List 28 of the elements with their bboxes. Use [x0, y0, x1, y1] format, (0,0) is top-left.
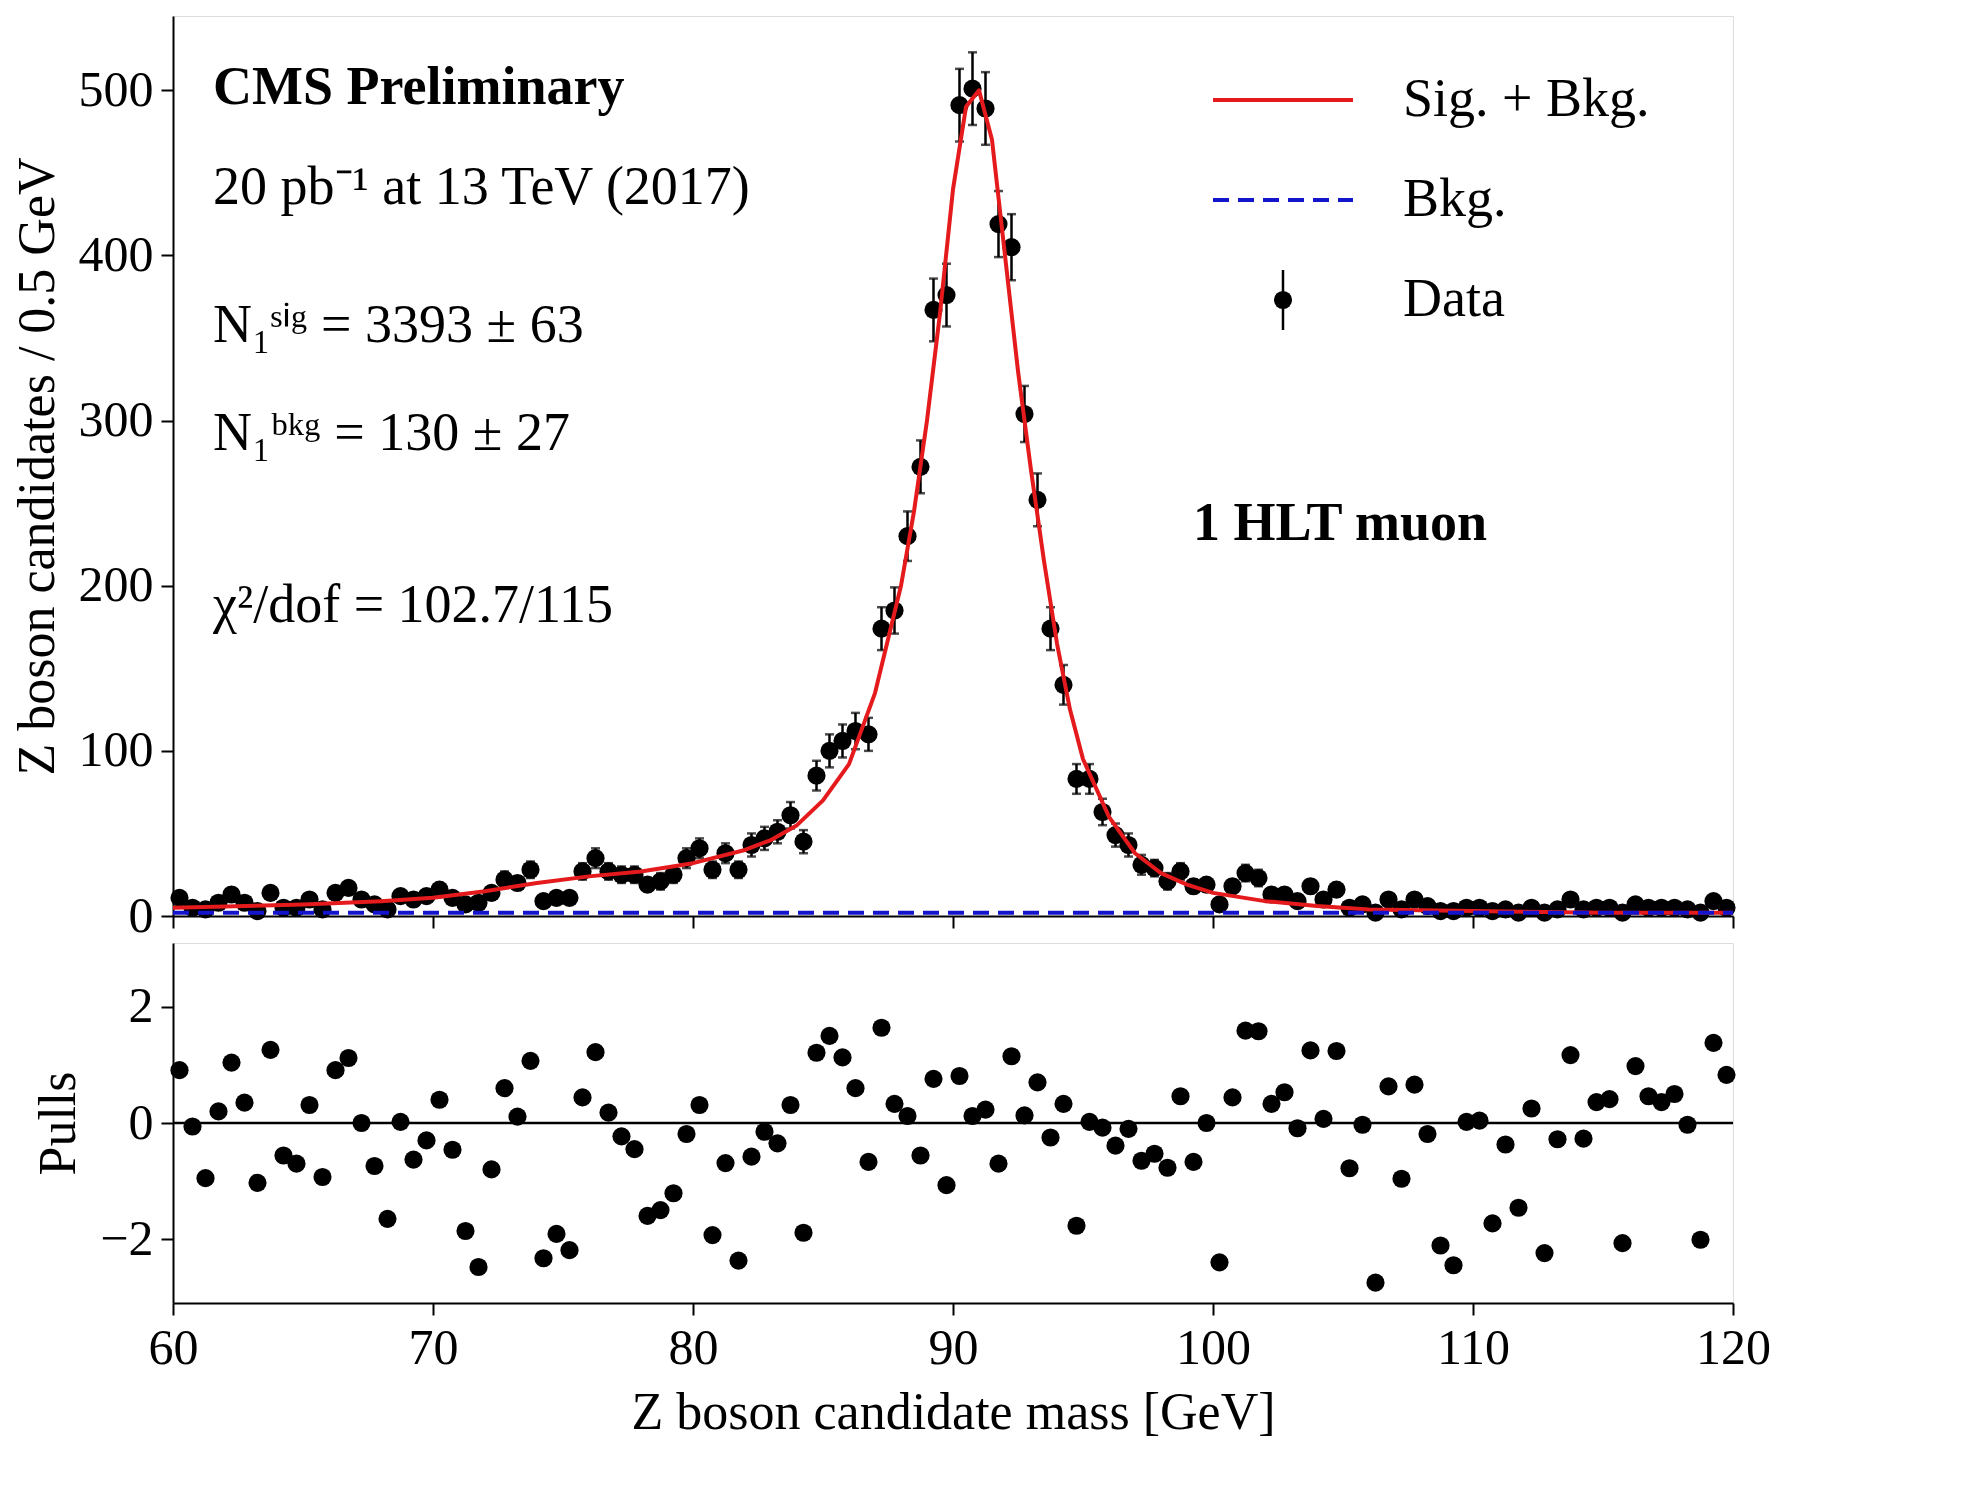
y-tick-label: 100 [78, 721, 154, 778]
annotation: 20 pb⁻¹ at 13 TeV (2017) [213, 156, 750, 216]
y-tick-label: 300 [78, 391, 154, 448]
x-tick-label: 60 [148, 1318, 199, 1375]
y-axis-title: Z boson candidates / 0.5 GeV [7, 157, 65, 776]
x-tick-label: 80 [668, 1318, 719, 1375]
x-tick-label: 120 [1696, 1318, 1771, 1375]
y-tick-label: 0 [128, 886, 154, 943]
y-tick-label: 0 [128, 1093, 154, 1150]
x-axis-title: Z boson candidate mass [GeV] [631, 1382, 1276, 1440]
y-tick-label: 2 [128, 977, 154, 1034]
x-tick-label: 100 [1176, 1318, 1251, 1375]
legend-label: Bkg. [1403, 168, 1507, 228]
x-tick-label: 90 [928, 1318, 979, 1375]
y-tick-label: 200 [78, 556, 154, 613]
y-tick-label: 400 [78, 225, 154, 282]
annotation: CMS Preliminary [213, 56, 625, 116]
y-axis-title: Pulls [29, 1071, 87, 1176]
annotation: N₁ˢⁱᵍ = 3393 ± 63 [213, 294, 584, 354]
x-tick-label: 70 [408, 1318, 459, 1375]
y-tick-label: 500 [78, 60, 154, 117]
annotation: N₁ᵇᵏᵍ = 130 ± 27 [213, 402, 570, 462]
legend-label: Sig. + Bkg. [1403, 68, 1650, 128]
annotation: χ²/dof = 102.7/115 [212, 574, 614, 634]
annotation: 1 HLT muon [1193, 492, 1488, 552]
x-tick-label: 110 [1436, 1318, 1511, 1375]
legend-label: Data [1403, 268, 1505, 328]
y-tick-label: −2 [100, 1209, 154, 1266]
